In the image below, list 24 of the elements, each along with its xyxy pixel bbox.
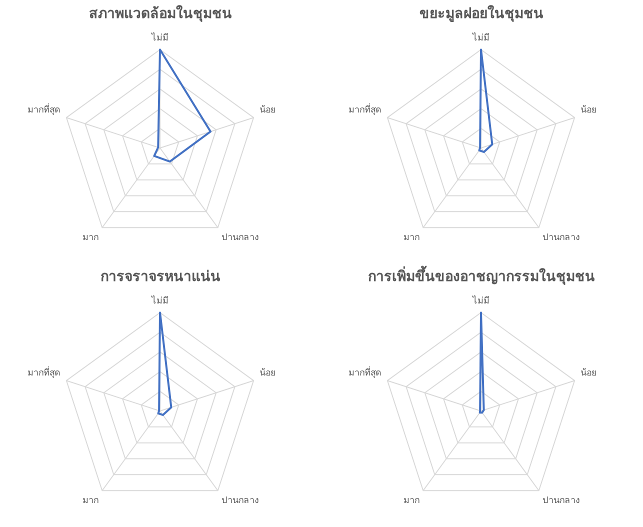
spoke-label: มากที่สุด	[348, 102, 382, 116]
chart-title: การจราจรหนาแน่น	[100, 269, 220, 286]
spoke-label: น้อย	[580, 368, 596, 379]
spoke-label: มากที่สุด	[348, 366, 382, 379]
spoke-label: ปานกลาง	[542, 496, 580, 506]
spoke-label: น้อย	[580, 104, 596, 116]
spoke-label: มากที่สุด	[28, 366, 61, 379]
spoke-label: มากที่สุด	[28, 102, 61, 116]
spoke-label: มาก	[82, 233, 99, 244]
spoke-label: น้อย	[259, 368, 276, 379]
spoke-label: ปานกลาง	[542, 233, 580, 244]
spoke-label: ไม่มี	[472, 296, 490, 307]
chart-title: สภาพแวดล้อมในชุมชน	[89, 4, 232, 22]
spoke-label: ปานกลาง	[221, 233, 258, 244]
spoke-label: มาก	[82, 496, 99, 506]
spoke-label: น้อย	[259, 104, 276, 116]
spoke-label: ปานกลาง	[221, 496, 258, 506]
spoke-label: ไม่มี	[150, 296, 168, 307]
spoke-label: มาก	[404, 233, 420, 244]
spoke-label: มาก	[404, 496, 420, 506]
spoke-label: ไม่มี	[150, 32, 168, 44]
chart-title: ขยะมูลฝอยในชุมชน	[420, 4, 544, 22]
spoke-label: ไม่มี	[472, 32, 490, 44]
chart-title: การเพิ่มขึ้นของอาชญากรรมในชุมชน	[368, 265, 595, 286]
